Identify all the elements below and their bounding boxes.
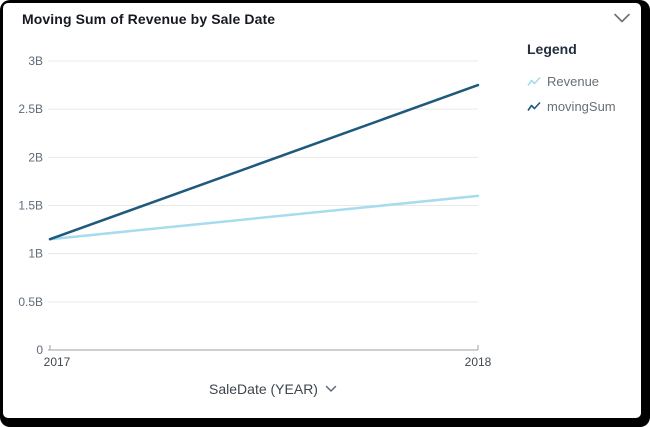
- y-axis-tick-label: 1B: [28, 247, 43, 261]
- line-chart-canvas[interactable]: 0 0.5B 1B 1.5B 2B 2.5B 3B 2017 2018: [3, 3, 513, 378]
- visual-menu-chevron-down-icon[interactable]: [613, 12, 631, 24]
- series-line-revenue[interactable]: [48, 194, 480, 241]
- y-axis-tick-label: 0: [36, 343, 43, 357]
- chevron-down-icon: [325, 385, 337, 392]
- line-series-icon: [527, 101, 541, 111]
- y-axis-tick-label: 2B: [28, 150, 43, 164]
- series-line-movingsum[interactable]: [48, 83, 480, 241]
- y-axis-tick-label: 0.5B: [18, 295, 43, 309]
- x-axis-tick-label: 2017: [44, 355, 71, 369]
- legend-item-revenue[interactable]: Revenue: [527, 74, 637, 89]
- legend-title: Legend: [527, 41, 577, 57]
- legend-item-movingsum[interactable]: movingSum: [527, 99, 637, 114]
- legend-item-label: Revenue: [547, 74, 600, 89]
- y-axis-tick-label: 1.5B: [18, 199, 43, 213]
- y-axis-tick-label: 3B: [28, 54, 43, 68]
- x-axis-tick-label: 2018: [465, 355, 492, 369]
- y-axis-tick-label: 2.5B: [18, 102, 43, 116]
- visual-card: Moving Sum of Revenue by Sale Date 0 0.5B…: [3, 3, 641, 418]
- legend-item-label: movingSum: [547, 99, 616, 114]
- xaxis-field-dropdown[interactable]: SaleDate (YEAR): [3, 381, 543, 397]
- legend-panel: Legend Revenue movingSum: [527, 41, 637, 124]
- visual-title: Moving Sum of Revenue by Sale Date: [22, 11, 276, 27]
- line-series-icon: [527, 76, 541, 86]
- xaxis-field-label: SaleDate (YEAR): [209, 381, 318, 397]
